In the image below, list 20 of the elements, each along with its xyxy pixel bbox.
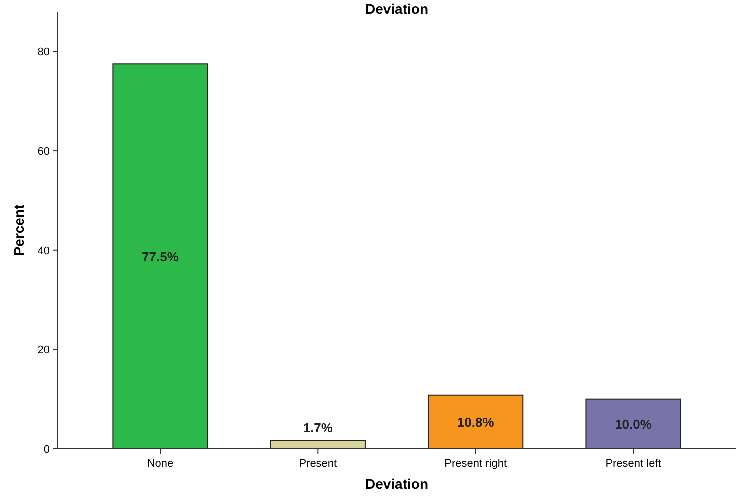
data-label: 10.0%: [615, 417, 652, 432]
x-tick-label: Present right: [444, 458, 508, 470]
data-label: 10.8%: [457, 415, 495, 430]
bar: [112, 64, 208, 450]
y-tick-label: 0: [44, 444, 50, 456]
x-tick-label: None: [147, 458, 174, 470]
y-tick-label: 80: [38, 46, 50, 59]
x-tick-label: Present left: [606, 458, 662, 470]
y-tick-label: 40: [38, 245, 50, 258]
x-axis-title: Deviation: [365, 476, 429, 492]
bar: [428, 394, 524, 450]
y-axis-title: Percent: [11, 204, 27, 256]
x-tick-label: Present: [299, 458, 338, 470]
y-tick-label: 60: [38, 146, 50, 158]
y-tick-label: 20: [38, 344, 50, 357]
bar: [270, 440, 366, 450]
data-label: 77.5%: [142, 250, 180, 265]
bar: [586, 398, 682, 450]
data-label: 1.7%: [303, 420, 334, 436]
chart-title: Deviation: [365, 1, 429, 17]
